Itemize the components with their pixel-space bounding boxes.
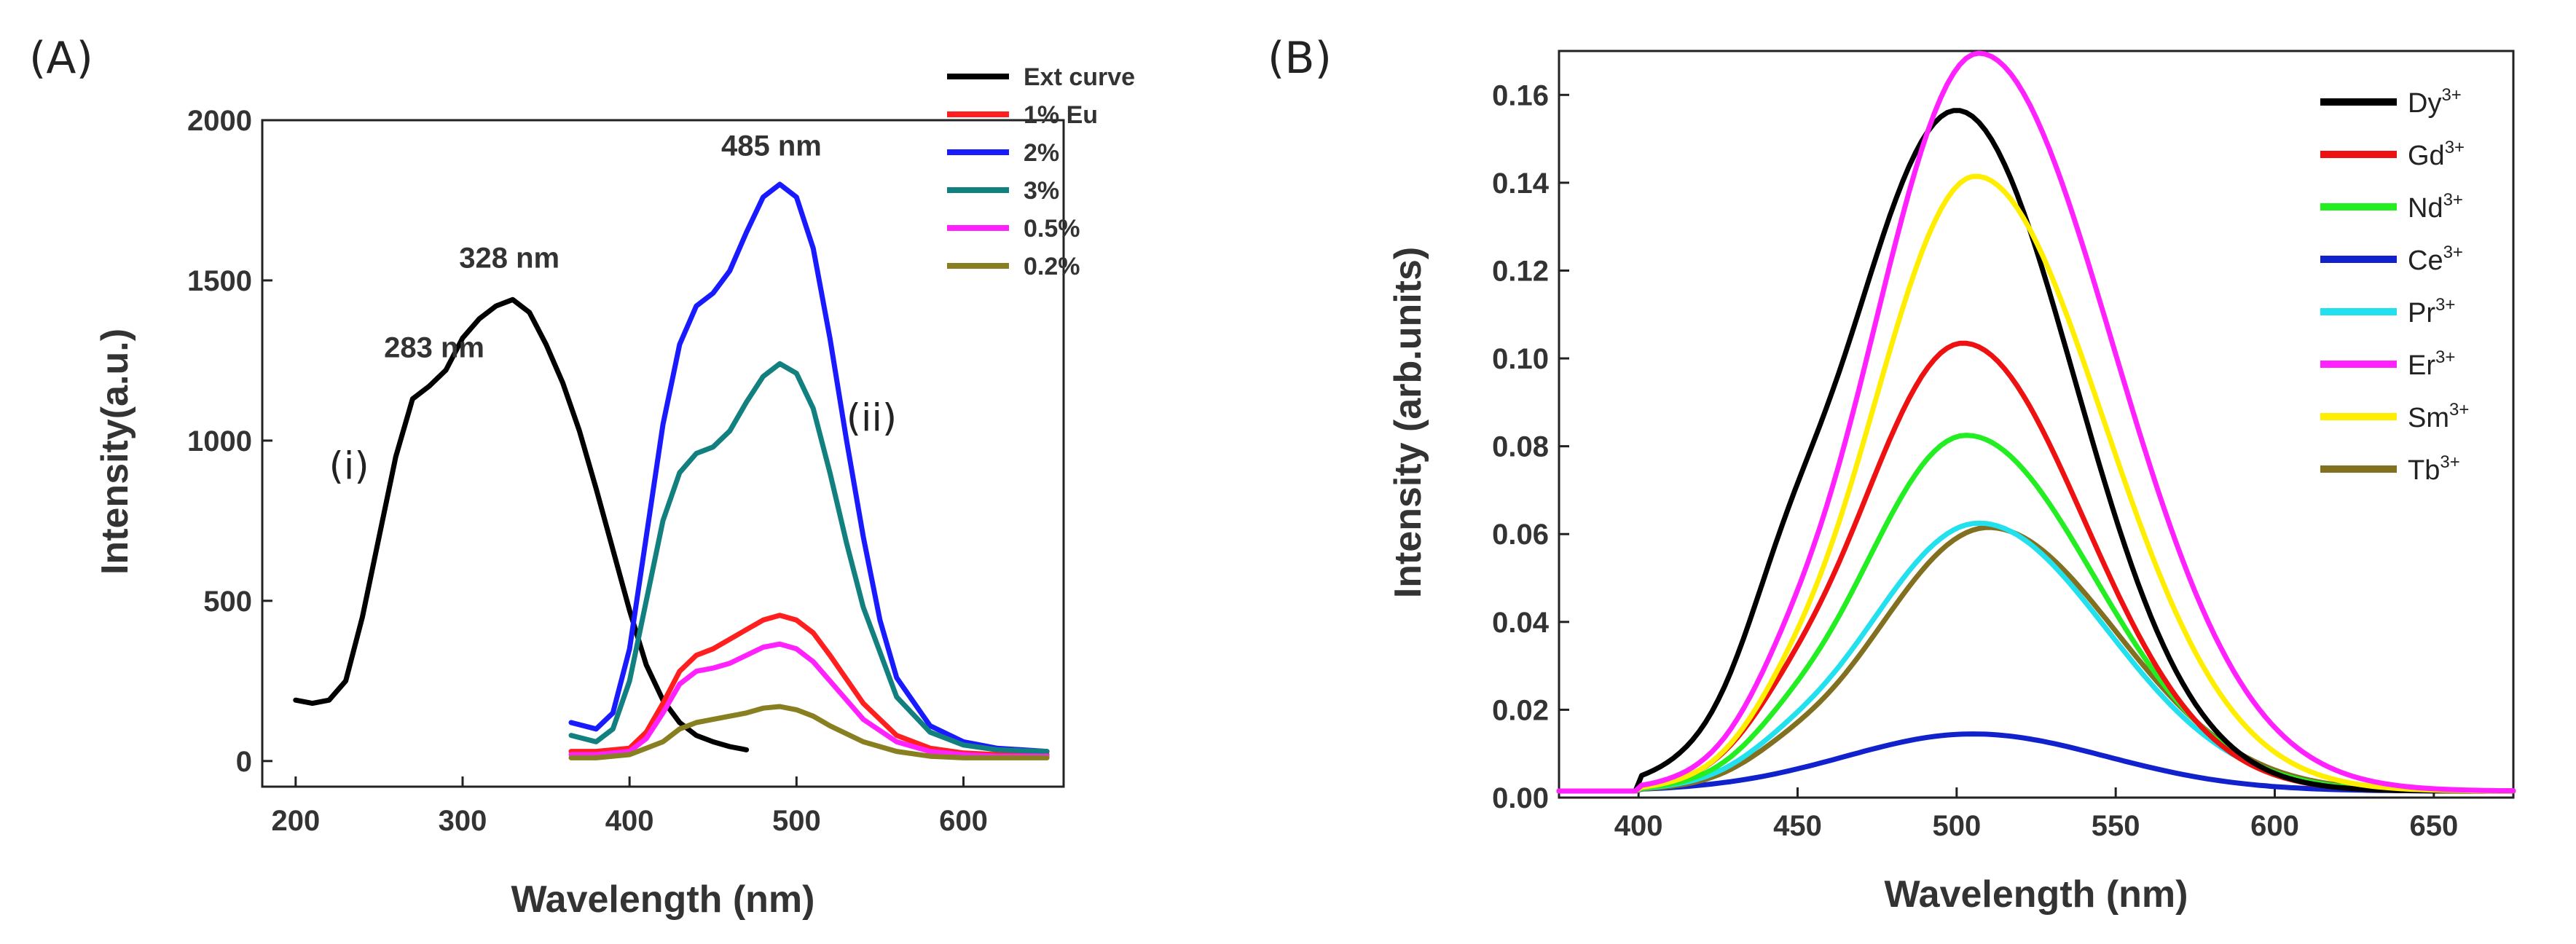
panel-a-xtick-label: 400 [605, 805, 654, 837]
panel-b-series-line-7 [1556, 524, 2516, 794]
panel-a-ytick-label: 1000 [187, 425, 252, 457]
panel-b-legend-superscript: 3+ [2441, 85, 2461, 105]
panel-b-ytick-label: 0.02 [1492, 694, 1549, 726]
panel-b-curves [1556, 50, 2516, 794]
panel-a-xlabel: Wavelength (nm) [511, 878, 815, 921]
panel-a-annotation: 328 nm [459, 242, 559, 274]
panel-b-legend-label: Gd3+ [2408, 138, 2465, 171]
panel-a-ylabel: Intensity(a.u.) [94, 329, 136, 575]
panel-b-legend-superscript: 3+ [2435, 295, 2455, 315]
panel-b-ytick-label: 0.06 [1492, 519, 1549, 551]
panel-a-xtick-label: 500 [772, 805, 821, 837]
panel-b-ytick-label: 0.14 [1492, 168, 1550, 200]
panel-a-plot-area [261, 119, 1065, 788]
panel-a-ytick-label: 500 [203, 586, 252, 618]
panel-b-series-line-4 [1556, 520, 2516, 794]
panel-b-legend-label: Ce3+ [2408, 243, 2463, 276]
panel-a-legend-label: 2% [1024, 139, 1059, 167]
panel-b-xlabel: Wavelength (nm) [1885, 873, 2188, 916]
panel-b-legend-superscript: 3+ [2443, 243, 2463, 262]
panel-a-label: (A) [29, 33, 93, 84]
panel-b-legend-element: Ce [2408, 245, 2443, 276]
panel-b: (B) 400 450 500 550 600 650 0.00 0.02 0.04 0.06 0.… [1268, 33, 2516, 916]
panel-b-legend-label: Dy3+ [2408, 85, 2462, 119]
panel-a-ytick-label: 2000 [187, 105, 252, 137]
panel-b-xtick-label: 550 [2092, 810, 2140, 842]
panel-a-annotations: 283 nm 328 nm 485 nm (i) (ii) [329, 130, 898, 488]
panel-b-ytick-label: 0.08 [1492, 431, 1549, 463]
panel-a-ytick-label: 0 [236, 746, 252, 778]
panel-b-ytick-label: 0.12 [1492, 255, 1549, 287]
panel-b-series-line-6 [1556, 173, 2516, 794]
panel-b-legend-superscript: 3+ [2443, 190, 2463, 210]
panel-b-legend-superscript: 3+ [2449, 400, 2469, 420]
panel-a-ticks: 200 300 400 500 600 0 500 1000 1500 2000 [187, 105, 988, 837]
panel-b-ylabel: Intensity (arb.units) [1387, 247, 1429, 598]
panel-b-legend-element: Dy [2408, 88, 2441, 119]
panel-a-annotation: (i) [329, 445, 369, 489]
panel-a-legend: Ext curve 1% Eu 2% 3% 0.5% 0.2% [947, 63, 1135, 280]
panel-a-series-line-3 [568, 361, 1050, 755]
panel-a-legend-label: 0.5% [1024, 215, 1080, 243]
panel-b-series-line-5 [1556, 50, 2516, 794]
panel-a-legend-label: 3% [1024, 177, 1059, 205]
panel-a-legend-label: Ext curve [1024, 63, 1135, 91]
panel-b-plot-area [1558, 50, 2515, 799]
panel-a-annotation: 283 nm [384, 332, 484, 364]
panel-b-ytick-label: 0.00 [1492, 782, 1549, 814]
panel-b-ytick-label: 0.04 [1492, 607, 1550, 639]
panel-a-xtick-label: 300 [439, 805, 487, 837]
panel-a-legend-label: 1% Eu [1024, 101, 1098, 129]
panel-b-xtick-label: 450 [1773, 810, 1822, 842]
panel-b-legend-superscript: 3+ [2445, 138, 2465, 157]
panel-b-legend-element: Nd [2408, 193, 2443, 224]
panel-b-legend: Dy3+Gd3+Nd3+Ce3+Pr3+Er3+Sm3+Tb3+ [2320, 85, 2469, 486]
panel-a-series-line-4 [568, 641, 1050, 759]
panel-a-curves [293, 181, 1050, 760]
panel-b-ytick-label: 0.10 [1492, 343, 1549, 375]
panel-a-xtick-label: 200 [271, 805, 320, 837]
panel-b-xtick-label: 500 [1932, 810, 1981, 842]
panel-a-legend-label: 0.2% [1024, 253, 1080, 280]
panel-a-ytick-label: 1500 [187, 265, 252, 297]
panel-b-xtick-label: 600 [2250, 810, 2299, 842]
panel-a-annotation: 485 nm [721, 130, 822, 162]
panel-b-legend-superscript: 3+ [2440, 452, 2459, 472]
panel-b-xtick-label: 400 [1614, 810, 1663, 842]
panel-b-legend-element: Er [2408, 350, 2435, 381]
panel-b-xtick-label: 650 [2409, 810, 2458, 842]
panel-a-xtick-label: 600 [939, 805, 988, 837]
panel-a-series-line-0 [293, 296, 750, 752]
panel-b-legend-label: Tb3+ [2408, 452, 2460, 486]
panel-a-series-line-5 [568, 704, 1050, 760]
panel-b-legend-superscript: 3+ [2435, 347, 2455, 367]
panel-a-series-line-1 [568, 613, 1050, 758]
panel-b-series-line-0 [1556, 108, 2516, 794]
panel-b-legend-element: Tb [2408, 455, 2440, 486]
panel-a: (A) 200 300 400 500 600 0 500 1000 1500 2000 283 … [29, 33, 1135, 921]
panel-b-ticks: 400 450 500 550 600 650 0.00 0.02 0.04 0.06 0.08 0.… [1492, 79, 2458, 842]
panel-b-legend-element: Gd [2408, 141, 2445, 171]
panel-a-series-line-2 [568, 181, 1050, 755]
panel-b-label: (B) [1268, 33, 1332, 84]
panel-a-annotation: (ii) [847, 397, 897, 441]
panel-b-legend-element: Sm [2408, 403, 2449, 433]
panel-b-legend-label: Nd3+ [2408, 190, 2463, 224]
panel-b-ytick-label: 0.16 [1492, 79, 1549, 111]
panel-b-legend-label: Sm3+ [2408, 400, 2469, 433]
panel-b-legend-element: Pr [2408, 298, 2435, 329]
panel-b-legend-label: Er3+ [2408, 347, 2455, 381]
panel-b-legend-label: Pr3+ [2408, 295, 2455, 329]
